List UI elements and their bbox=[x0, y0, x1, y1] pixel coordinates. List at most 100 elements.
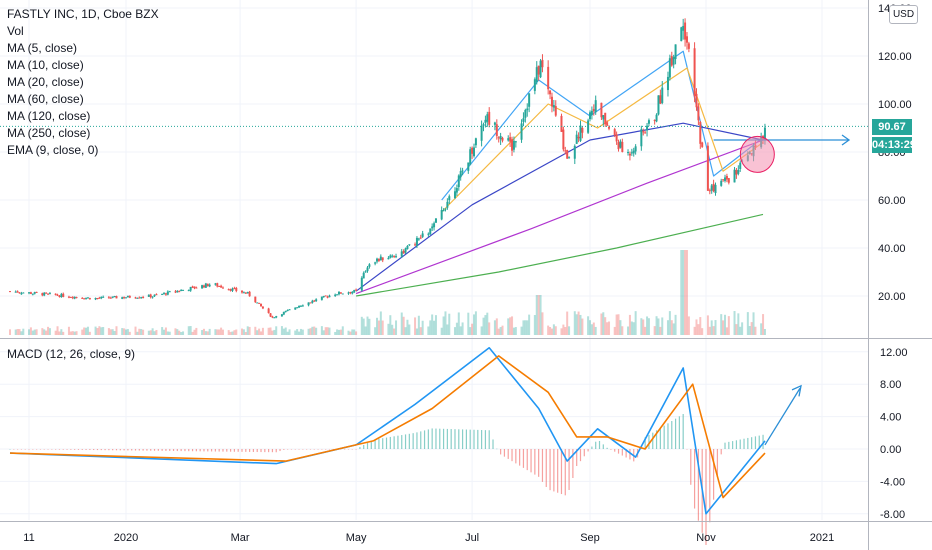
candle-body bbox=[480, 125, 483, 141]
candle-body bbox=[708, 190, 711, 192]
candle-body bbox=[220, 285, 223, 288]
candle-body bbox=[497, 137, 500, 139]
candle-body bbox=[379, 256, 382, 261]
candle-body bbox=[590, 110, 593, 115]
legend-ma5: MA (5, close) bbox=[7, 41, 78, 55]
volume-bar bbox=[168, 331, 171, 335]
macd-line bbox=[9, 355, 766, 499]
candle-body bbox=[366, 267, 369, 272]
macd-histogram bbox=[9, 414, 764, 545]
volume-bar bbox=[235, 329, 238, 335]
volume-bar bbox=[269, 327, 272, 335]
candle-body bbox=[493, 122, 496, 125]
volume-bar bbox=[349, 331, 352, 335]
macd-histogram-bar bbox=[115, 449, 118, 451]
volume-bar bbox=[488, 322, 491, 335]
candle-body bbox=[86, 297, 89, 299]
volume-bar bbox=[20, 331, 23, 335]
candle-body bbox=[298, 305, 301, 308]
candle-body bbox=[414, 244, 417, 246]
volume-bar bbox=[322, 330, 325, 335]
macd-histogram-bar bbox=[58, 449, 61, 450]
candle-body bbox=[526, 108, 529, 111]
candle-body bbox=[562, 129, 565, 150]
macd-histogram-bar bbox=[568, 449, 570, 490]
candle-body bbox=[320, 296, 323, 300]
volume-bar bbox=[379, 311, 382, 335]
volume-bar bbox=[739, 326, 742, 335]
volume-bar bbox=[486, 312, 489, 335]
candle-body bbox=[684, 22, 687, 40]
volume-bar bbox=[621, 326, 624, 335]
volume-bar bbox=[604, 317, 607, 335]
macd-histogram-bar bbox=[762, 434, 764, 449]
volume-bar bbox=[134, 326, 137, 335]
candle-body bbox=[301, 305, 304, 307]
volume-bar bbox=[615, 314, 618, 335]
volume-bar bbox=[220, 327, 223, 335]
candle-body bbox=[69, 296, 72, 298]
macd-histogram-bar bbox=[545, 449, 547, 487]
macd-histogram-bar bbox=[648, 435, 650, 449]
candle-body bbox=[206, 283, 209, 287]
macd-histogram-bar bbox=[629, 449, 631, 460]
volume-bar bbox=[434, 315, 437, 335]
volume-bar bbox=[474, 311, 477, 335]
macd-histogram-bar bbox=[754, 436, 757, 449]
candle-body bbox=[592, 108, 595, 112]
currency-button[interactable]: USD bbox=[889, 5, 918, 24]
candle-body bbox=[727, 178, 730, 183]
candle-body bbox=[71, 297, 74, 299]
candle-body bbox=[549, 90, 552, 95]
volume-bar bbox=[754, 326, 757, 335]
candle-body bbox=[484, 119, 487, 123]
volume-bar bbox=[389, 315, 392, 335]
macd-histogram-bar bbox=[112, 449, 114, 451]
macd-histogram-bar bbox=[359, 447, 361, 449]
candle-body bbox=[164, 293, 167, 295]
macd-histogram-bar bbox=[85, 449, 87, 450]
candle-body bbox=[471, 147, 474, 154]
volume-bar bbox=[336, 329, 339, 335]
candle-body bbox=[256, 302, 259, 304]
volume-bar bbox=[233, 330, 236, 335]
volume-bar bbox=[549, 327, 552, 335]
candle-body bbox=[60, 294, 63, 298]
volume-bar bbox=[566, 311, 569, 335]
volume-bar bbox=[514, 327, 517, 335]
macd-histogram-bar bbox=[606, 447, 608, 449]
volume-bar bbox=[227, 330, 230, 335]
macd-histogram-bar bbox=[222, 449, 224, 452]
macd-histogram-bar bbox=[218, 449, 220, 452]
macd-histogram-bar bbox=[344, 449, 346, 450]
volume-bar bbox=[81, 329, 84, 335]
volume-bar bbox=[400, 312, 403, 335]
volume-bar bbox=[600, 313, 603, 335]
candle-body bbox=[176, 290, 179, 293]
volume-bar bbox=[67, 326, 70, 335]
candle-body bbox=[568, 157, 571, 159]
volume-bar bbox=[208, 328, 211, 335]
candle-body bbox=[501, 137, 504, 141]
volume-bar bbox=[647, 318, 650, 335]
candle-body bbox=[657, 95, 660, 115]
candle-body bbox=[695, 93, 698, 108]
candle-body bbox=[349, 291, 352, 294]
candle-body bbox=[193, 286, 196, 289]
volume-bar bbox=[552, 324, 555, 335]
macd-histogram-bar bbox=[416, 432, 418, 449]
candle-body bbox=[429, 228, 432, 235]
macd-histogram-bar bbox=[477, 429, 479, 449]
candle-body bbox=[668, 58, 671, 78]
macd-histogram-bar bbox=[557, 449, 559, 493]
macd-histogram-bar bbox=[226, 449, 228, 452]
macd-histogram-bar bbox=[70, 449, 72, 450]
candle-body bbox=[313, 300, 316, 302]
macd-histogram-bar bbox=[674, 418, 677, 449]
macd-arrow-line bbox=[764, 387, 801, 446]
candle-body bbox=[415, 237, 418, 246]
volume-bar bbox=[301, 329, 304, 335]
macd-histogram-bar bbox=[188, 449, 190, 452]
candle-body bbox=[524, 109, 527, 118]
